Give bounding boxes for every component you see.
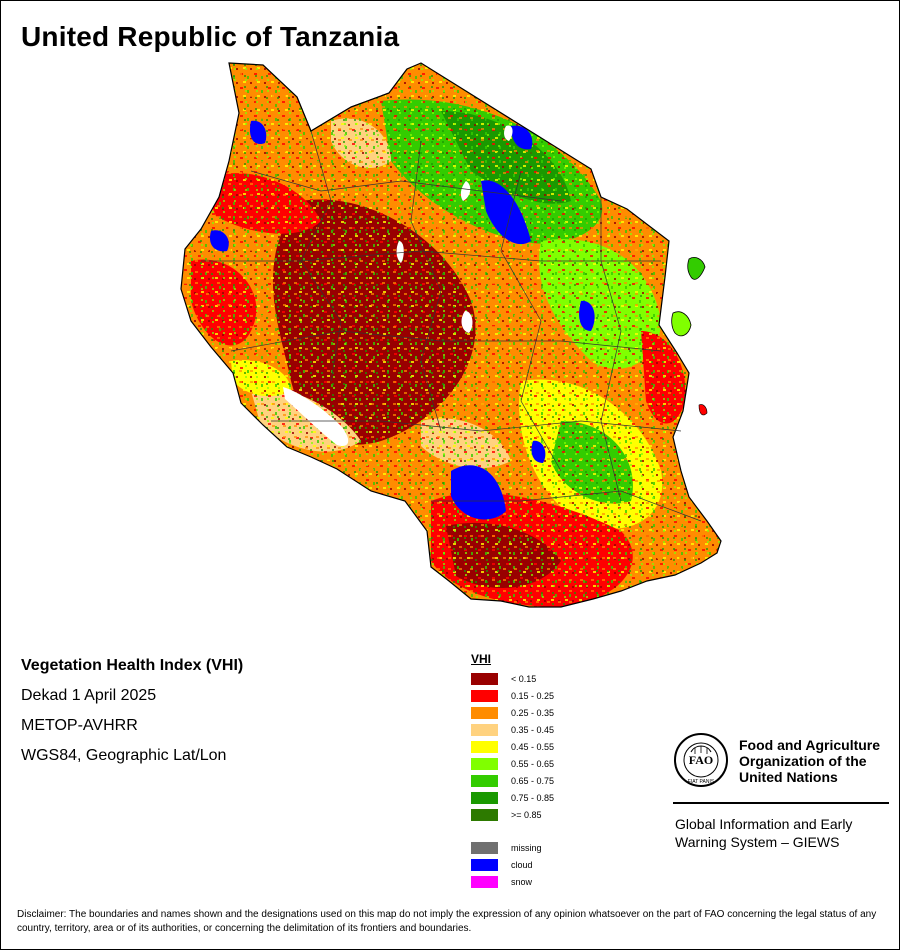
legend-label: 0.25 - 0.35 <box>511 707 555 718</box>
legend-swatch <box>471 774 498 787</box>
giews-line: Global Information and Early <box>675 816 853 832</box>
legend-swatch <box>471 740 498 753</box>
svg-text:FAO: FAO <box>689 753 713 767</box>
legend-item: cloud <box>471 856 554 873</box>
legend-item: 0.15 - 0.25 <box>471 687 554 704</box>
disclaimer-text: Disclaimer: The boundaries and names sho… <box>17 909 877 934</box>
fao-org-line: Food and Agriculture <box>739 737 881 753</box>
fao-org-line: Organization of the <box>739 753 867 769</box>
projection-label: WGS84, Geographic Lat/Lon <box>21 747 227 764</box>
legend-swatch <box>471 841 498 854</box>
sensor-label: METOP-AVHRR <box>21 717 138 734</box>
svg-text:FIAT PANIS: FIAT PANIS <box>688 779 715 785</box>
giews-name: Global Information and Early Warning Sys… <box>675 815 889 851</box>
giews-line: Warning System – GIEWS <box>675 834 840 850</box>
legend-label: >= 0.85 <box>511 809 542 820</box>
legend-item: 0.75 - 0.85 <box>471 789 554 806</box>
divider <box>673 802 889 804</box>
legend-swatch <box>471 808 498 821</box>
legend-label: 0.75 - 0.85 <box>511 792 555 803</box>
legend-item: >= 0.85 <box>471 806 554 823</box>
legend-item: missing <box>471 839 554 856</box>
fao-org-line: United Nations <box>739 769 838 785</box>
legend-item: 0.25 - 0.35 <box>471 704 554 721</box>
legend-item: 0.65 - 0.75 <box>471 772 554 789</box>
fao-org-name: Food and Agriculture Organization of the… <box>739 737 889 785</box>
legend-item: snow <box>471 873 554 890</box>
legend-swatch <box>471 723 498 736</box>
legend-swatch <box>471 672 498 685</box>
legend-label: cloud <box>511 859 533 870</box>
legend-swatch <box>471 875 498 888</box>
legend-label: 0.15 - 0.25 <box>511 690 555 701</box>
legend-swatch <box>471 858 498 871</box>
legend-item: 0.35 - 0.45 <box>471 721 554 738</box>
index-name: Vegetation Health Index (VHI) <box>21 657 244 674</box>
tanzania-vhi-map <box>180 62 722 608</box>
legend-swatch <box>471 706 498 719</box>
admin-boundaries <box>201 130 702 522</box>
legend-label: 0.45 - 0.55 <box>511 741 555 752</box>
legend-item: < 0.15 <box>471 670 554 687</box>
legend-swatch <box>471 757 498 770</box>
legend-item: 0.55 - 0.65 <box>471 755 554 772</box>
period-label: Dekad 1 April 2025 <box>21 687 157 704</box>
legend-label: 0.55 - 0.65 <box>511 758 555 769</box>
legend-swatch <box>471 791 498 804</box>
legend-title: VHI <box>471 652 492 666</box>
vhi-raster <box>181 63 721 607</box>
legend-classes: < 0.15 0.15 - 0.25 0.25 - 0.35 0.35 - 0.… <box>471 670 554 823</box>
legend-extra: missing cloud snow <box>471 839 554 890</box>
legend-label: 0.65 - 0.75 <box>511 775 555 786</box>
legend-item: 0.45 - 0.55 <box>471 738 554 755</box>
legend-swatch <box>471 689 498 702</box>
map-info: Vegetation Health Index (VHI) Dekad 1 Ap… <box>21 657 243 777</box>
fao-logo-icon: FAO FIAT PANIS <box>674 733 728 787</box>
legend-label: 0.35 - 0.45 <box>511 724 555 735</box>
legend-label: < 0.15 <box>511 673 537 684</box>
legend-label: missing <box>511 842 542 853</box>
map-title: United Republic of Tanzania <box>21 21 400 52</box>
vhi-legend: VHI < 0.15 0.15 - 0.25 0.25 - 0.35 0.35 … <box>471 652 554 890</box>
legend-label: snow <box>511 876 533 887</box>
